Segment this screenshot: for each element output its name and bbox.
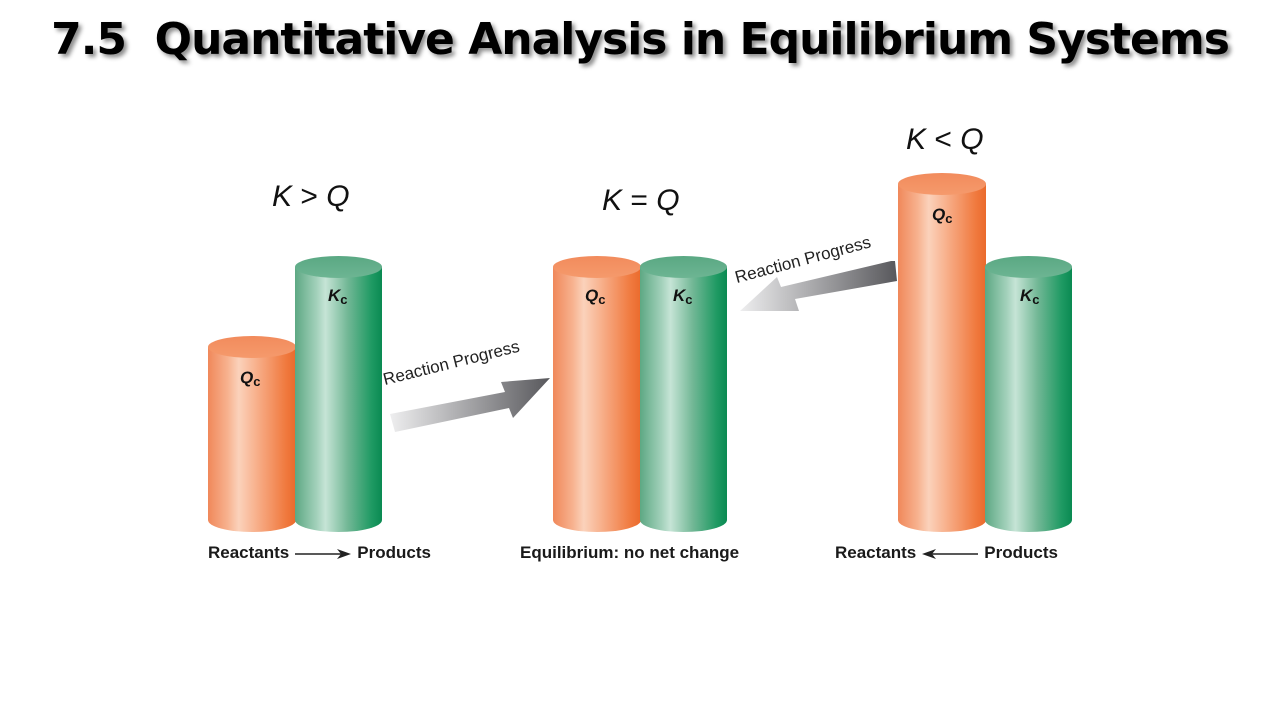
cylinder-kc	[985, 256, 1072, 532]
reaction-progress-arrow-reverse-icon	[740, 261, 897, 311]
condition-k-less-q: K < Q	[906, 123, 984, 156]
qc-label: Qc	[932, 205, 953, 226]
caption-forward: Reactants Products	[208, 543, 431, 562]
caption-reverse: Reactants Products	[835, 543, 1058, 562]
slide-title: 7.5 Quantitative Analysis in Equilibrium…	[51, 14, 1230, 65]
caption-equilibrium: Equilibrium: no net change	[520, 543, 740, 562]
qc-label: Qc	[585, 286, 606, 307]
cylinder-kc	[640, 256, 727, 532]
kc-label: Kc	[1020, 286, 1040, 307]
reaction-progress-arrow-forward-icon	[390, 378, 550, 432]
condition-k-equals-q: K = Q	[602, 184, 680, 217]
arrow-right-icon	[295, 548, 352, 559]
qc-label: Qc	[240, 368, 261, 389]
condition-k-greater-q: K > Q	[272, 180, 350, 213]
kc-label: Kc	[328, 286, 348, 307]
kc-label: Kc	[673, 286, 693, 307]
cylinder-qc-equal	[553, 256, 641, 532]
cylinder-qc-low	[208, 336, 296, 532]
arrow-left-icon	[922, 548, 979, 559]
cylinder-kc	[295, 256, 382, 532]
cylinder-qc-high	[898, 173, 986, 532]
